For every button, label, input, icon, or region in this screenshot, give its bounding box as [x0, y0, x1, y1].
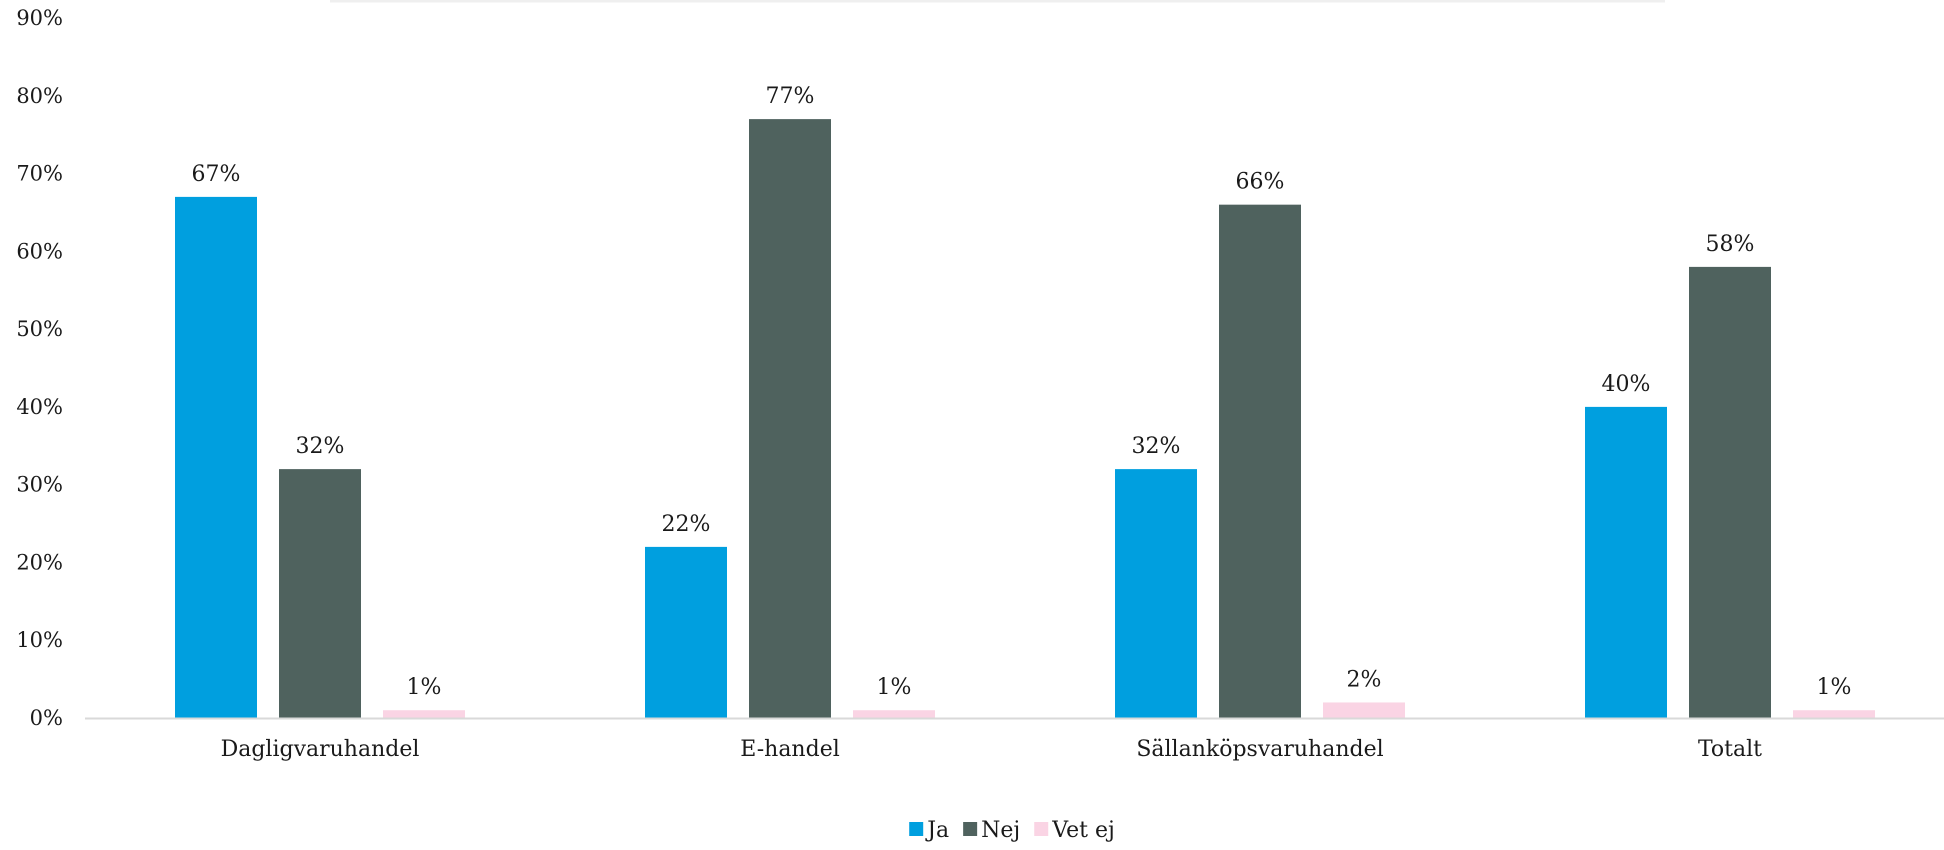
x-category-label: Sällanköpsvaruhandel: [1136, 737, 1383, 762]
legend-swatch: [909, 822, 924, 836]
data-label: 2%: [1347, 667, 1382, 692]
x-category-label: Dagligvaruhandel: [221, 737, 420, 762]
data-label: 58%: [1706, 232, 1755, 257]
legend: Ja Nej Vet ej: [909, 818, 1115, 843]
y-tick-label: 90%: [16, 6, 63, 30]
y-tick-label: 30%: [16, 473, 63, 497]
bar: [1585, 406, 1667, 718]
data-label: 1%: [1817, 675, 1852, 700]
x-category-label: E-handel: [740, 737, 840, 762]
y-tick-label: 60%: [16, 239, 63, 263]
y-tick-label: 20%: [16, 550, 63, 574]
bar: [1793, 710, 1875, 718]
bar: [1689, 266, 1771, 718]
x-axis: Dagligvaruhandel E-handel Sällanköpsvaruha…: [221, 737, 1763, 762]
y-tick-label: 80%: [16, 84, 63, 108]
bar: [645, 546, 727, 718]
legend-label: Vet ej: [1051, 818, 1115, 843]
data-label: 32%: [296, 434, 345, 459]
y-tick-label: 50%: [16, 317, 63, 341]
bar: [175, 196, 257, 718]
data-label: 77%: [766, 84, 815, 109]
y-tick-label: 70%: [16, 162, 63, 186]
data-label: 1%: [407, 675, 442, 700]
bar: [383, 710, 465, 718]
data-label: 40%: [1602, 372, 1651, 397]
bars: [175, 119, 1875, 719]
data-label: 32%: [1132, 434, 1181, 459]
bar: [1323, 702, 1405, 718]
data-label: 66%: [1236, 170, 1285, 195]
legend-label: Nej: [981, 818, 1020, 843]
bar: [1219, 204, 1301, 718]
data-label: 1%: [877, 675, 912, 700]
x-category-label: Totalt: [1698, 737, 1762, 762]
y-tick-label: 0%: [30, 706, 63, 730]
bar: [279, 469, 361, 718]
legend-swatch: [963, 822, 978, 836]
legend-label: Ja: [925, 818, 949, 843]
y-tick-label: 10%: [16, 628, 63, 652]
data-label: 67%: [192, 162, 241, 187]
y-tick-label: 40%: [16, 395, 63, 419]
y-axis: 0% 10% 20% 30% 40% 50% 60% 70% 80% 90%: [16, 6, 63, 730]
legend-swatch: [1034, 822, 1049, 836]
data-label: 22%: [662, 512, 711, 537]
data-labels: 67% 22% 32% 40% 32% 77% 66% 58% 1% 1% 2% 1%: [192, 84, 1852, 700]
bar: [853, 710, 935, 718]
bar: [1115, 469, 1197, 718]
bar: [749, 119, 831, 719]
